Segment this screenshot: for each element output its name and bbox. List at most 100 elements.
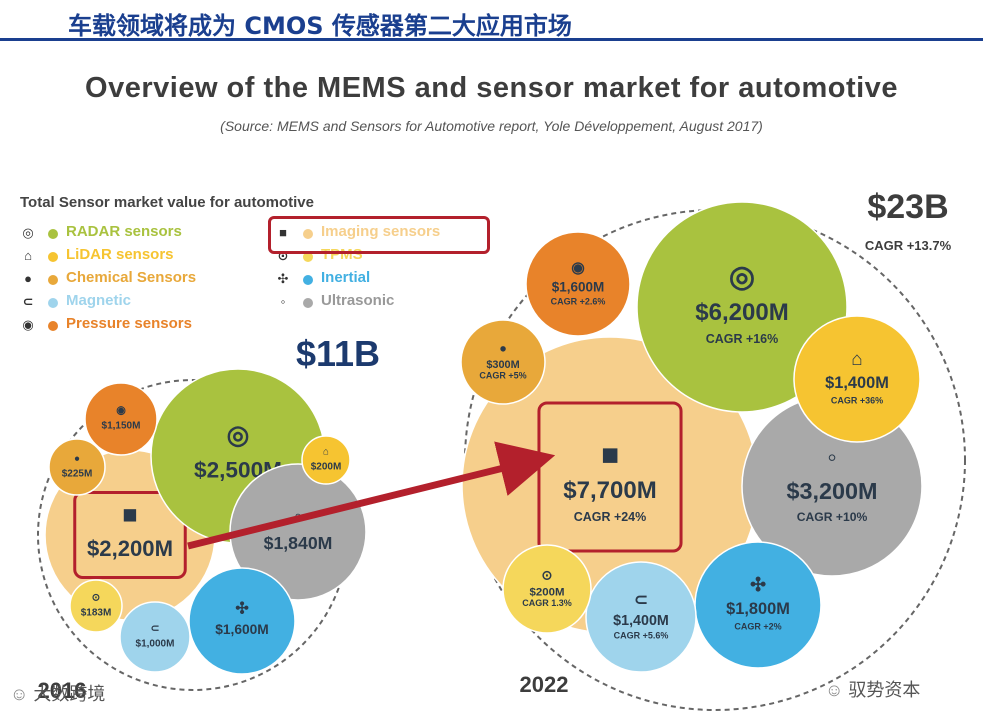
bubble-inertial-2016: ✣ $1,600M <box>188 567 296 675</box>
bubble-lidar-sensors-2022: ⌂ $1,400M CAGR +36% <box>793 315 921 443</box>
chemical-icon: ● <box>499 342 507 356</box>
bubble-mark <box>119 601 191 673</box>
legend-swatch <box>48 321 58 331</box>
legend-item-inertial: ✣ Inertial <box>275 269 505 289</box>
magnet-icon: ⊂ <box>634 591 648 609</box>
value-label: $3,200M <box>786 478 877 504</box>
bubble-mark <box>502 544 592 634</box>
value-label: $225M <box>62 469 93 480</box>
bubble-lidar-sensors-2016: ⌂ $200M <box>301 435 351 485</box>
radar-icon: ◎ <box>729 261 755 294</box>
legend-swatch <box>48 275 58 285</box>
lidar-icon: ⌂ <box>851 349 862 370</box>
camera-icon: ■ <box>279 225 287 240</box>
bubble-ultrasonic-2022: ◦ $3,200M CAGR +10% <box>741 395 923 577</box>
group-year: 2016 <box>38 678 87 703</box>
gyro-icon: ✣ <box>277 271 289 286</box>
ultrasonic-icon: ◦ <box>827 442 837 472</box>
legend-label: Magnetic <box>66 292 132 309</box>
cagr-label: CAGR +5.6% <box>614 630 669 640</box>
highlight-box <box>73 491 187 579</box>
legend-label: Ultrasonic <box>321 292 395 309</box>
value-label: $200M <box>311 462 342 473</box>
gyro-icon: ✣ <box>235 600 249 617</box>
slide-title: 车载领域将成为 CMOS 传感器第二大应用市场 <box>68 12 572 40</box>
legend-item-ultrasonic: ◦ Ultrasonic <box>275 292 505 312</box>
cagr-label: CAGR +2.6% <box>551 296 606 306</box>
value-label: $6,200M <box>695 299 788 326</box>
value-label: $1,400M <box>825 374 889 392</box>
title-divider <box>0 38 983 41</box>
legend-label: LiDAR sensors <box>66 246 174 263</box>
value-label: $7,700M <box>563 477 656 504</box>
group-cagr: CAGR +13.7% <box>865 238 952 253</box>
legend-label: Chemical Sensors <box>66 269 197 286</box>
watermark-left: ☺ 大数跨境 <box>10 684 106 704</box>
cagr-label: CAGR +10% <box>797 510 868 524</box>
chart-title: Overview of the MEMS and sensor market f… <box>85 72 898 104</box>
bubble-group-2016: ■$2,200M◎$2,500M◦$1,840M✣$1,600M◉$1,150M… <box>37 333 380 703</box>
ultrasonic-icon: ◦ <box>280 294 286 309</box>
bubble-mark <box>84 382 158 456</box>
legend-swatch <box>303 275 313 285</box>
growth-arrow <box>187 441 556 550</box>
bubble-mark <box>48 438 106 496</box>
value-label: $183M <box>81 608 112 619</box>
legend-title: Total Sensor market value for automotive <box>20 194 314 211</box>
legend-label: RADAR sensors <box>66 223 182 240</box>
lidar-icon: ⌂ <box>24 248 32 263</box>
legend-item-chemical-sensors: ● Chemical Sensors <box>20 269 250 289</box>
bubble-mark <box>636 201 848 413</box>
bubble-pressure-sensors-2016: ◉ $1,150M <box>84 382 158 456</box>
legend-item-pressure-sensors: ◉ Pressure sensors <box>20 315 250 335</box>
legend-swatch <box>48 252 58 262</box>
legend-swatch <box>303 298 313 308</box>
chart-subtitle: (Source: MEMS and Sensors for Automotive… <box>220 118 763 134</box>
legend-item-imaging-sensors: ■ Imaging sensors <box>275 223 505 243</box>
legend-swatch <box>303 229 313 239</box>
bubble-mark <box>525 231 631 337</box>
cagr-label: CAGR +16% <box>706 332 778 346</box>
bubble-mark <box>229 463 367 601</box>
bubble-inertial-2022: ✣ $1,800M CAGR +2% <box>694 541 822 669</box>
chemical-icon: ● <box>24 271 32 286</box>
value-label: $1,000M <box>136 639 175 650</box>
wechat-icon: ☺ <box>10 684 34 704</box>
wechat-icon: ☺ <box>825 680 849 700</box>
group-total: $11B <box>296 333 380 374</box>
legend-swatch <box>48 298 58 308</box>
gauge-icon: ◉ <box>116 405 126 417</box>
value-label: $1,600M <box>215 622 269 637</box>
value-label: $1,150M <box>102 421 141 432</box>
bubble-mark <box>188 567 296 675</box>
cagr-label: CAGR +36% <box>831 396 883 406</box>
legend-item-radar-sensors: ◎ RADAR sensors <box>20 223 250 243</box>
camera-icon: ■ <box>601 439 619 472</box>
cagr-label: CAGR +2% <box>734 622 781 632</box>
group-year: 2022 <box>520 672 569 697</box>
value-label: $1,400M <box>613 613 669 629</box>
value-label: $300M <box>486 359 519 371</box>
value-label: $200M <box>530 586 565 598</box>
value-label: $1,800M <box>726 600 790 618</box>
bubble-magnetic-2016: ⊂ $1,000M <box>119 601 191 673</box>
watermark-right: ☺ 驭势资本 <box>825 680 921 700</box>
chemical-icon: ● <box>74 454 80 465</box>
gyro-icon: ✣ <box>750 575 766 596</box>
bubble-radar-sensors-2022: ◎ $6,200M CAGR +16% <box>636 201 848 413</box>
legend-swatch <box>48 229 58 239</box>
imaging-legend-highlight <box>268 216 490 254</box>
legend-item-tpms: ⊙ TPMS <box>275 246 505 266</box>
legend-label: Imaging sensors <box>321 223 441 240</box>
radar-icon: ◎ <box>227 420 250 450</box>
legend-item-magnetic: ⊂ Magnetic <box>20 292 250 312</box>
bubble-mark <box>793 315 921 443</box>
bubble-chemical-sensors-2016: ● $225M <box>48 438 106 496</box>
magnet-icon: ⊂ <box>22 294 34 309</box>
magnet-icon: ⊂ <box>151 623 160 635</box>
group-total: $23B <box>867 188 948 226</box>
